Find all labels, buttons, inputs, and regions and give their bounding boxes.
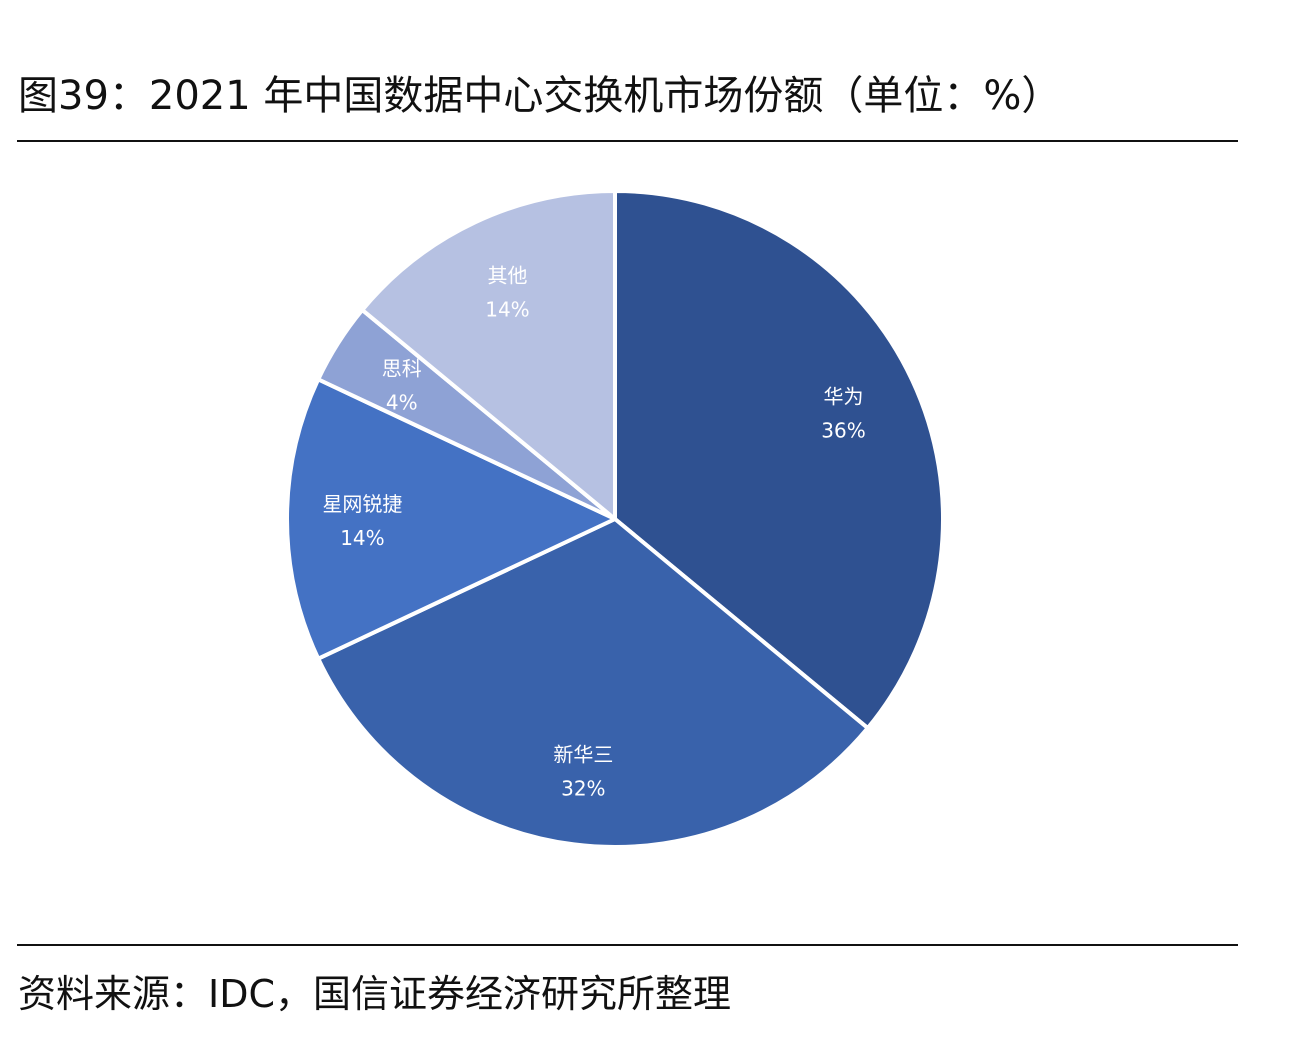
slice-value-label: 14% — [485, 297, 529, 321]
chart-title: 图39：2021 年中国数据中心交换机市场份额（单位：%） — [18, 73, 1062, 119]
slice-category-label: 新华三 — [553, 743, 613, 767]
slice-category-label: 其他 — [487, 263, 527, 287]
title-rule — [17, 140, 1238, 142]
slice-value-label: 32% — [561, 777, 605, 801]
pie-labels: 华为 36% 新华三 32% 星网锐捷 14% 思科 4% 其他 14% — [322, 263, 865, 800]
slice-value-label: 14% — [340, 526, 384, 550]
pie-slice-0 — [613, 189, 945, 731]
pie-slice-1 — [316, 517, 870, 849]
slice-category-label: 华为 — [824, 384, 864, 408]
slice-category-label: 思科 — [382, 357, 422, 381]
pie-slice-4 — [360, 189, 617, 521]
slice-category-label: 星网锐捷 — [322, 492, 402, 516]
pie-slices — [285, 189, 945, 849]
source-note: 资料来源：IDC，国信证券经济研究所整理 — [18, 972, 732, 1016]
slice-value-label: 4% — [386, 391, 418, 415]
pie-slice-2 — [285, 377, 617, 661]
slice-value-label: 36% — [821, 418, 865, 442]
source-rule — [17, 944, 1238, 946]
